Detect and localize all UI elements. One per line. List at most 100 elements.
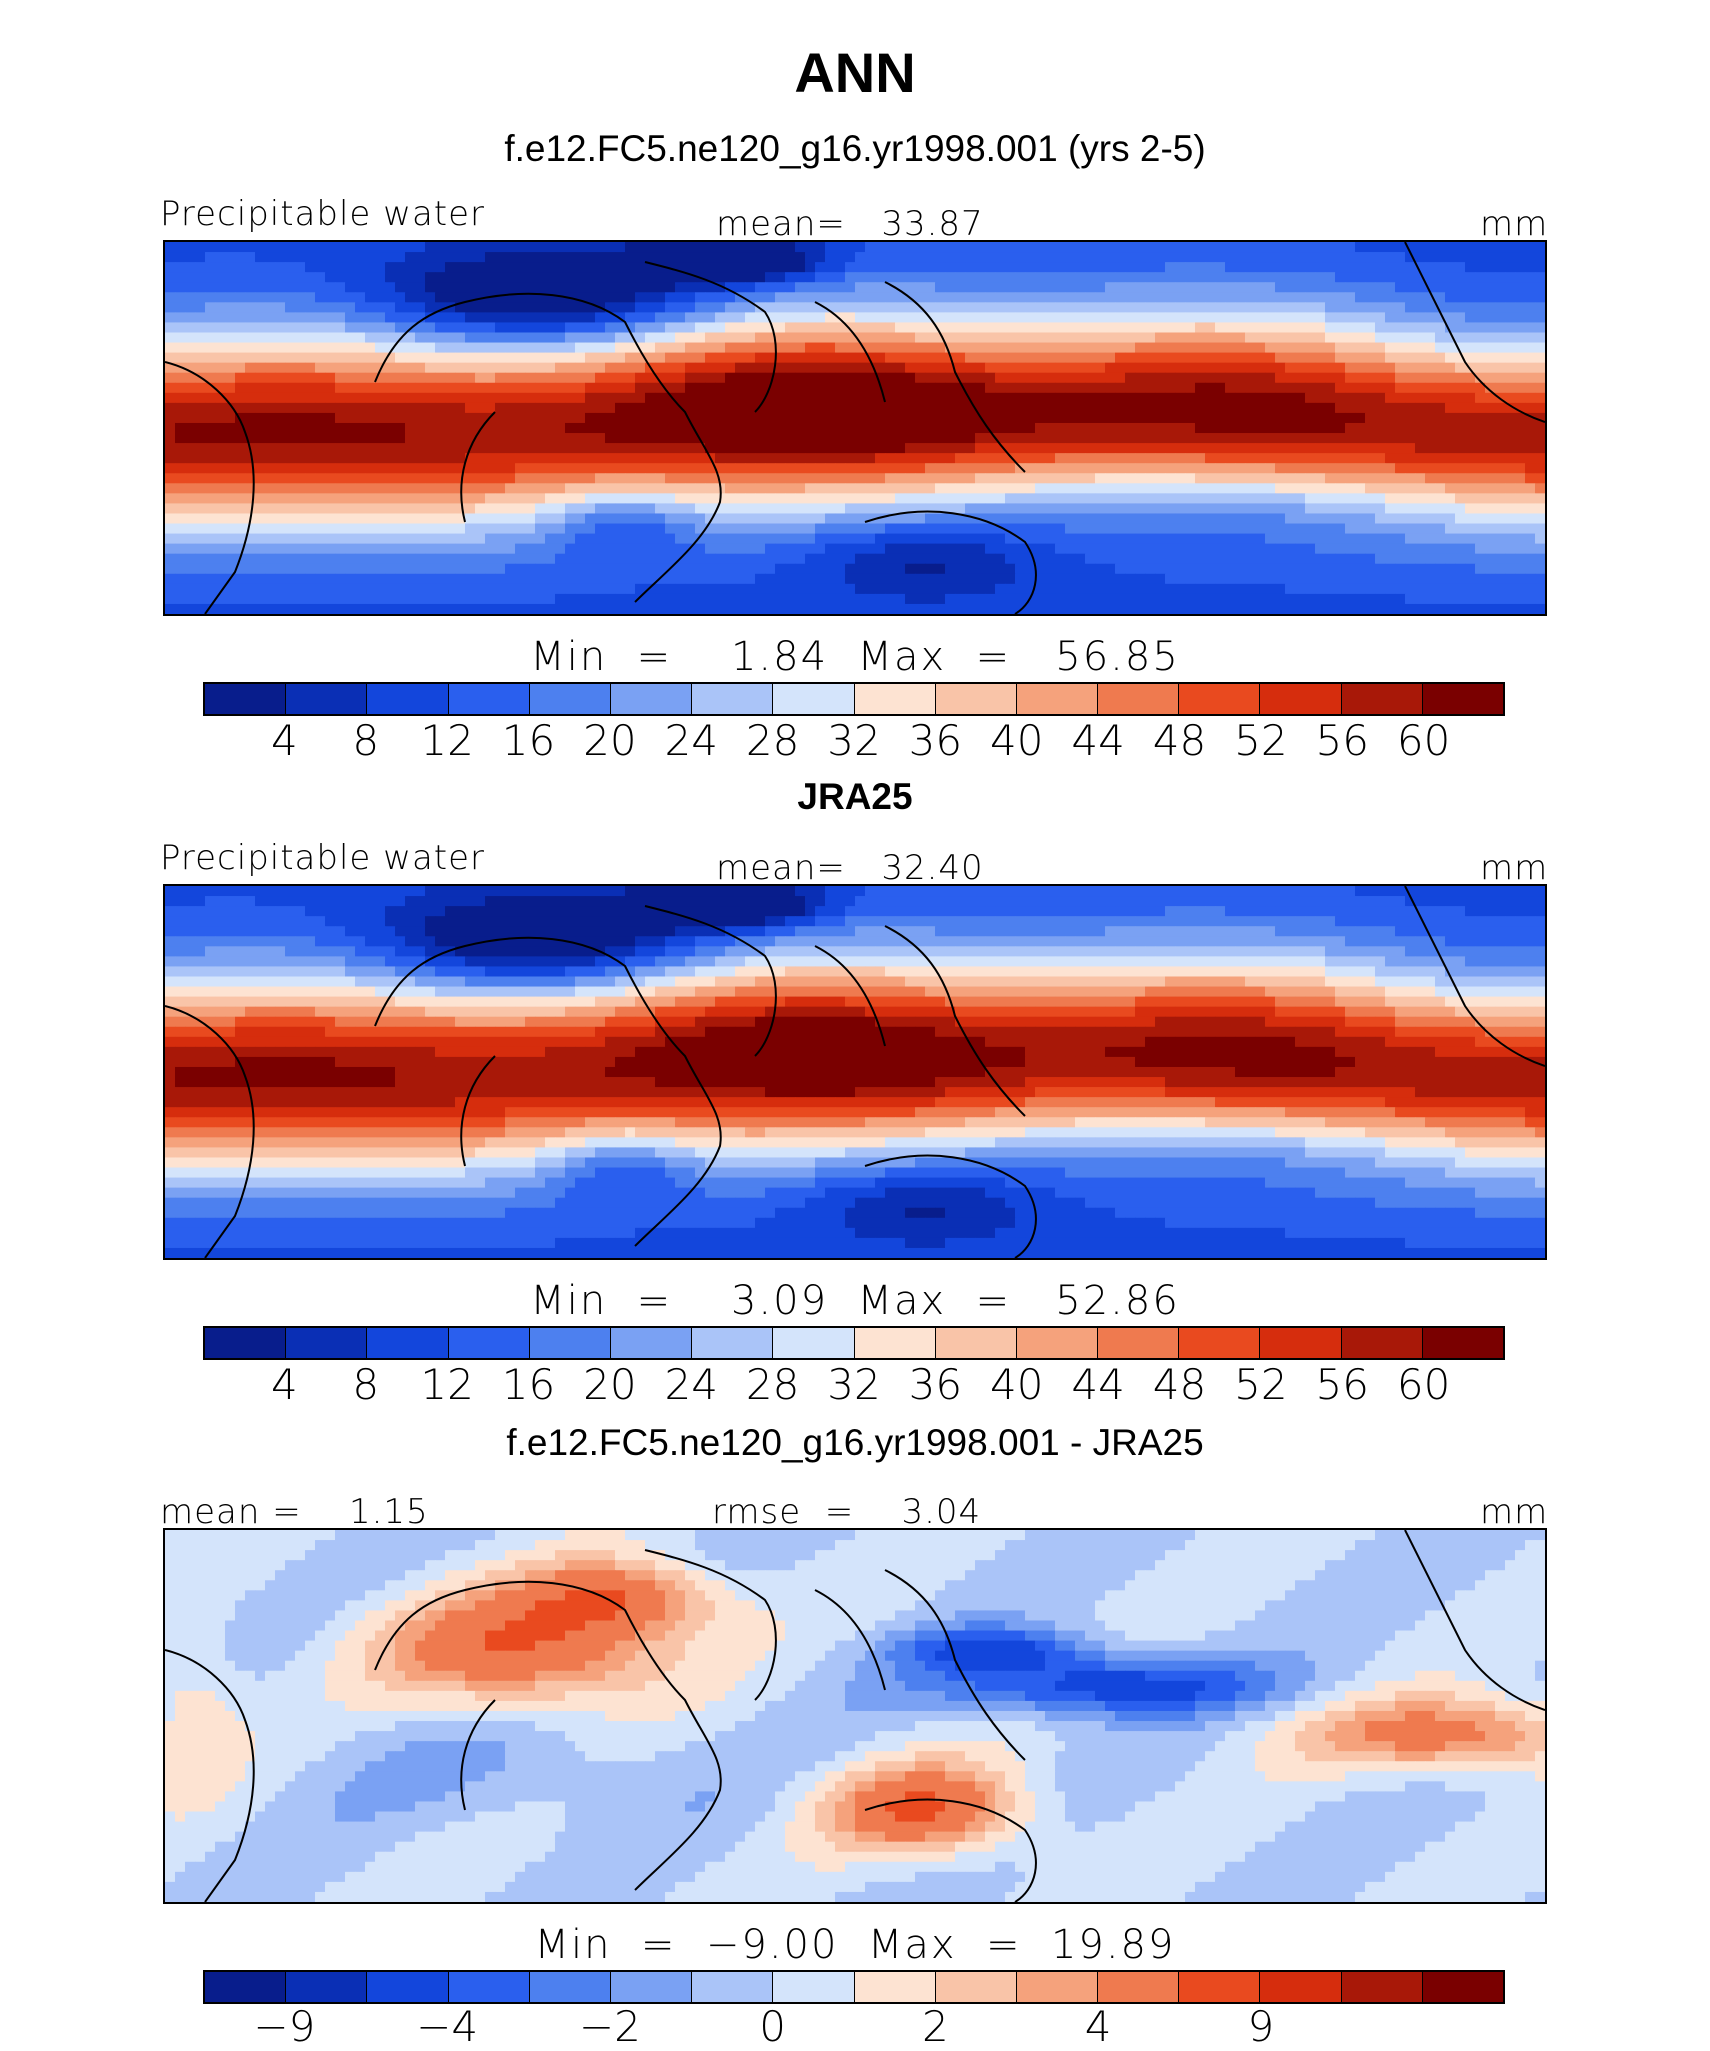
- contour-cell: [835, 443, 846, 454]
- contour-cell: [205, 242, 216, 253]
- contour-cell: [385, 402, 396, 414]
- contour-cell: [345, 523, 356, 535]
- contour-cell: [665, 503, 676, 515]
- contour-cell: [645, 282, 656, 293]
- contour-cell: [1395, 252, 1406, 263]
- contour-cell: [1295, 533, 1306, 545]
- contour-cell: [425, 463, 436, 474]
- contour-cell: [975, 503, 986, 515]
- contour-cell: [1515, 312, 1526, 324]
- contour-cell: [385, 302, 396, 313]
- contour-cell: [1355, 422, 1366, 434]
- contour-cell: [165, 262, 176, 273]
- contour-cell: [1255, 563, 1266, 575]
- contour-cell: [765, 422, 776, 434]
- contour-cell: [1075, 533, 1086, 545]
- contour-cell: [455, 543, 466, 555]
- contour-cell: [485, 322, 496, 334]
- contour-cell: [775, 473, 786, 484]
- contour-cell: [585, 282, 596, 293]
- contour-cell: [655, 362, 666, 374]
- contour-cell: [245, 292, 256, 303]
- contour-cell: [405, 312, 416, 324]
- contour-cell: [1445, 533, 1456, 545]
- contour-cell: [365, 282, 376, 293]
- contour-cell: [915, 352, 926, 364]
- contour-cell: [305, 402, 316, 414]
- contour-cell: [1325, 503, 1336, 515]
- contour-cell: [985, 332, 996, 344]
- contour-cell: [345, 332, 356, 344]
- contour-cell: [1155, 262, 1166, 273]
- contour-cell: [1125, 342, 1136, 354]
- contour-cell: [1305, 433, 1316, 444]
- contour-cell: [965, 412, 976, 424]
- contour-cell: [585, 543, 596, 555]
- contour-cell: [555, 563, 566, 575]
- contour-cell: [395, 573, 406, 585]
- contour-cell: [295, 603, 306, 614]
- contour-cell: [1065, 292, 1076, 303]
- contour-cell: [1345, 433, 1356, 444]
- contour-cell: [855, 583, 866, 595]
- contour-cell: [395, 372, 406, 384]
- contour-cell: [535, 402, 546, 414]
- contour-cell: [265, 352, 276, 364]
- contour-cell: [1085, 453, 1096, 464]
- contour-cell: [395, 593, 406, 605]
- contour-cell: [875, 503, 886, 515]
- contour-cell: [295, 473, 306, 484]
- contour-cell: [675, 533, 686, 545]
- contour-cell: [895, 392, 906, 404]
- contour-cell: [685, 412, 696, 424]
- contour-cell: [1115, 252, 1126, 263]
- contour-cell: [1155, 503, 1166, 515]
- contour-cell: [685, 392, 696, 404]
- contour-cell: [835, 422, 846, 434]
- contour-cell: [515, 533, 526, 545]
- contour-cell: [805, 252, 816, 263]
- contour-cell: [1155, 533, 1166, 545]
- contour-cell: [265, 523, 276, 535]
- contour-cell: [1105, 312, 1116, 324]
- contour-cell: [1425, 553, 1436, 565]
- contour-cell: [495, 322, 506, 334]
- contour-cell: [885, 433, 896, 444]
- contour-cell: [1245, 262, 1256, 273]
- contour-cell: [355, 503, 366, 515]
- contour-cell: [1515, 292, 1526, 303]
- contour-cell: [265, 302, 276, 313]
- contour-cell: [1325, 242, 1336, 253]
- contour-cell: [265, 342, 276, 354]
- contour-cell: [935, 392, 946, 404]
- contour-cell: [305, 573, 316, 585]
- contour-cell: [675, 292, 686, 303]
- contour-cell: [1175, 282, 1186, 293]
- contour-cell: [1135, 493, 1146, 504]
- contour-cell: [565, 242, 576, 253]
- contour-cell: [1095, 523, 1106, 535]
- contour-cell: [1145, 362, 1156, 374]
- contour-cell: [875, 573, 886, 585]
- contour-cell: [1235, 463, 1246, 474]
- contour-cell: [1145, 443, 1156, 454]
- contour-cell: [325, 543, 336, 555]
- contour-cell: [255, 533, 266, 545]
- contour-cell: [575, 523, 586, 535]
- contour-cell: [865, 573, 876, 585]
- contour-cell: [295, 242, 306, 253]
- contour-cell: [735, 593, 746, 605]
- contour-cell: [635, 443, 646, 454]
- contour-cell: [1435, 443, 1446, 454]
- contour-cell: [445, 533, 456, 545]
- contour-cell: [1245, 422, 1256, 434]
- contour-cell: [1395, 453, 1406, 464]
- contour-cell: [825, 453, 836, 464]
- contour-cell: [375, 422, 386, 434]
- contour-cell: [785, 342, 796, 354]
- contour-cell: [1425, 332, 1436, 344]
- contour-cell: [1165, 453, 1176, 464]
- contour-cell: [1015, 352, 1026, 364]
- contour-cell: [1095, 513, 1106, 525]
- contour-cell: [1325, 483, 1336, 494]
